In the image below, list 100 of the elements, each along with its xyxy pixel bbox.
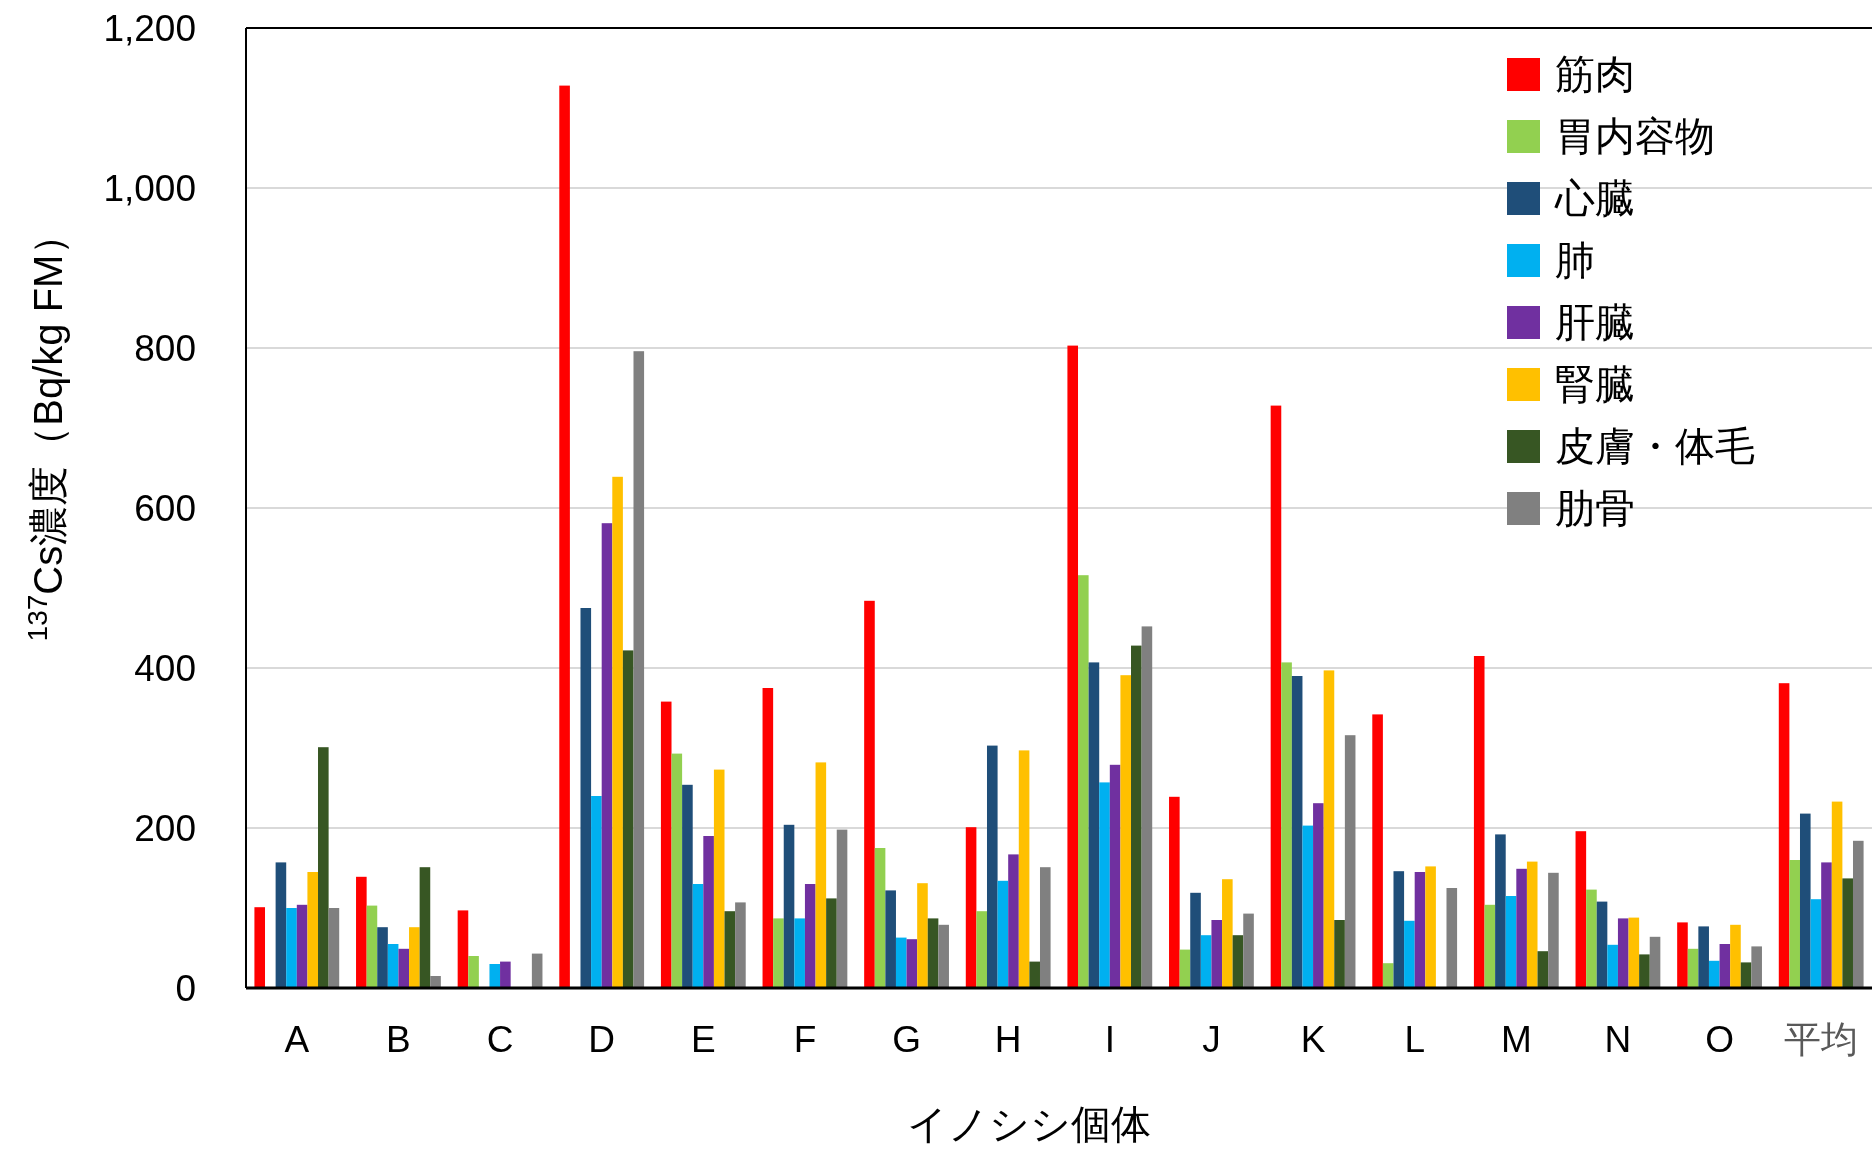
- bar: [864, 600, 875, 988]
- bar: [1131, 645, 1142, 988]
- y-tick-label: 600: [134, 488, 196, 529]
- x-tick-label: M: [1500, 1019, 1532, 1060]
- bar: [1281, 662, 1292, 988]
- bar: [804, 884, 816, 988]
- bar: [500, 961, 511, 988]
- bar: [1617, 918, 1629, 988]
- x-tick-label: O: [1705, 1019, 1734, 1060]
- bar: [773, 918, 784, 988]
- bar: [1018, 750, 1030, 988]
- x-tick-label: C: [486, 1019, 514, 1060]
- bar: [356, 876, 367, 988]
- x-tick-label: K: [1300, 1019, 1326, 1060]
- bar: [601, 523, 613, 988]
- x-tick-label: N: [1604, 1019, 1632, 1060]
- bar: [1088, 662, 1100, 988]
- bar: [398, 948, 410, 988]
- bar: [1211, 920, 1223, 988]
- bar: [682, 784, 693, 988]
- y-tick-label: 400: [134, 648, 196, 689]
- y-tick-label: 0: [175, 968, 196, 1009]
- bar: [976, 911, 987, 988]
- x-tick-label: I: [1104, 1019, 1115, 1060]
- bar: [826, 898, 837, 988]
- bar: [1404, 920, 1415, 988]
- bar: [885, 890, 896, 988]
- bar: [815, 762, 827, 988]
- bar: [377, 927, 388, 988]
- bar: [1190, 892, 1201, 988]
- bar: [1323, 670, 1335, 988]
- bar: [874, 848, 886, 988]
- bar: [254, 907, 266, 988]
- legend-label: 肋骨: [1555, 486, 1635, 530]
- bar: [1516, 868, 1527, 988]
- bar: [1751, 946, 1762, 988]
- bar: [622, 650, 634, 988]
- legend-label: 胃内容物: [1555, 114, 1715, 158]
- x-tick-label: F: [793, 1019, 817, 1060]
- bar: [1842, 878, 1853, 988]
- bar: [703, 836, 714, 988]
- bar: [1821, 862, 1832, 988]
- bar: [783, 824, 795, 988]
- bar: [1222, 879, 1233, 988]
- bar: [612, 476, 623, 988]
- bar: [692, 884, 704, 988]
- bar: [307, 872, 319, 988]
- bar: [1243, 913, 1254, 988]
- bar: [1393, 871, 1405, 988]
- bar: [1852, 840, 1864, 988]
- bar: [275, 862, 287, 988]
- bar: [1039, 867, 1051, 988]
- bar: [1649, 936, 1661, 988]
- bar: [468, 956, 479, 988]
- bar: [1029, 961, 1040, 988]
- bar: [997, 880, 1009, 988]
- bar: [794, 918, 805, 988]
- bar: [1425, 866, 1436, 988]
- x-tick-label: E: [690, 1019, 716, 1060]
- y-tick-label: 1,200: [103, 8, 196, 49]
- bar: [1120, 675, 1132, 988]
- bar: [735, 902, 746, 988]
- legend-label: 皮膚・体毛: [1555, 424, 1755, 468]
- bar: [1414, 872, 1426, 988]
- bar: [1291, 676, 1303, 988]
- bar: [1484, 904, 1496, 988]
- bar: [895, 937, 907, 988]
- bar: [1495, 834, 1506, 988]
- bar: [1141, 626, 1153, 988]
- bar: [1067, 345, 1079, 988]
- bar: [1810, 899, 1822, 988]
- bar: [1607, 944, 1618, 988]
- bar: [671, 753, 683, 988]
- legend-label: 心臓: [1554, 176, 1635, 220]
- x-tick-label: D: [588, 1019, 616, 1060]
- bar: [1789, 860, 1800, 988]
- bar: [1719, 944, 1731, 988]
- bar: [1302, 825, 1314, 988]
- bar: [1313, 803, 1324, 988]
- x-tick-label: L: [1404, 1019, 1425, 1060]
- bar: [713, 769, 725, 988]
- x-tick-label: 平均: [1784, 1019, 1859, 1060]
- x-tick-label: G: [892, 1019, 921, 1060]
- bar: [1270, 405, 1282, 988]
- bar: [1575, 831, 1587, 988]
- bar: [1586, 889, 1597, 988]
- bar: [430, 976, 441, 988]
- legend-label: 肺: [1555, 238, 1595, 282]
- bar: [419, 867, 431, 988]
- bar: [1099, 782, 1110, 988]
- bar: [328, 908, 340, 988]
- bar: [1831, 801, 1843, 988]
- x-tick-label: J: [1202, 1019, 1221, 1060]
- bar: [1200, 935, 1212, 988]
- bar: [286, 908, 297, 988]
- bar: [1344, 735, 1356, 988]
- bar: [318, 747, 329, 988]
- bar: [1628, 917, 1640, 988]
- bar: [660, 701, 672, 988]
- bar: [1078, 575, 1089, 988]
